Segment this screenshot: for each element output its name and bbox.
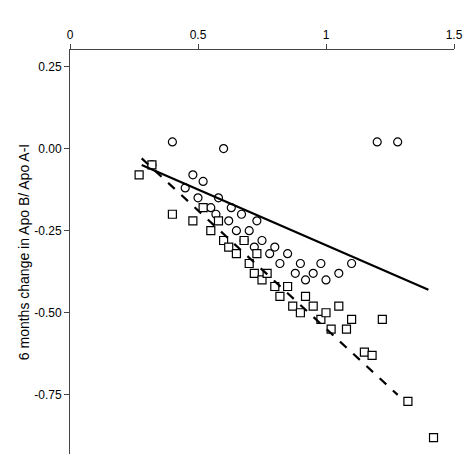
- svg-text:1.5: 1.5: [446, 28, 463, 42]
- svg-text:0.00: 0.00: [38, 142, 62, 156]
- svg-text:0.5: 0.5: [190, 28, 207, 42]
- svg-text:1: 1: [323, 28, 330, 42]
- svg-text:0: 0: [67, 28, 74, 42]
- svg-text:-0.25: -0.25: [34, 224, 62, 238]
- svg-text:6 months change in Apo B/ Apo: 6 months change in Apo B/ Apo A-I: [16, 144, 32, 360]
- svg-text:0.25: 0.25: [38, 60, 62, 74]
- svg-text:-0.75: -0.75: [34, 388, 62, 402]
- svg-text:-0.50: -0.50: [34, 306, 62, 320]
